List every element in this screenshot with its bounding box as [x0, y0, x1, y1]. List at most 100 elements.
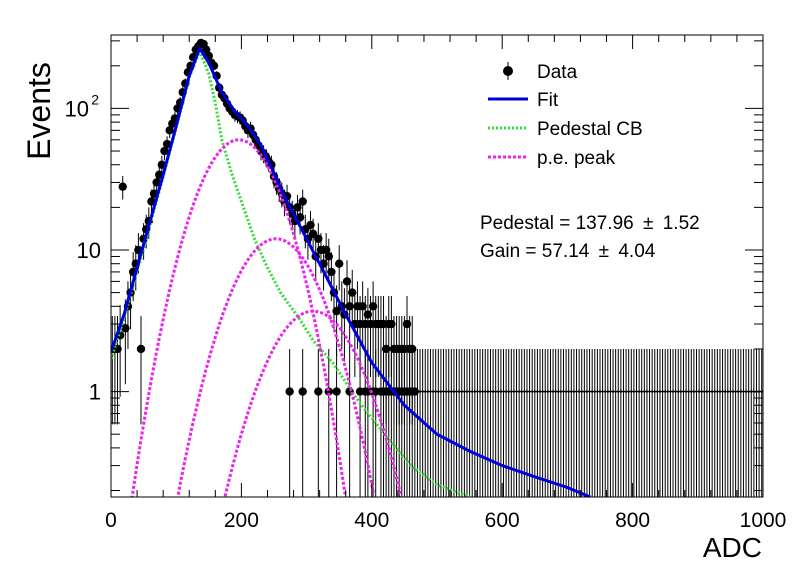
- data-point: [541, 390, 544, 393]
- svg-text:Gain = 57.14 ± 4.0: Gain = 57.14 ± 4.04: [480, 241, 656, 262]
- svg-text:Pedestal = 137.96 ±: Pedestal = 137.96 ± 1.52: [480, 213, 700, 234]
- data-point: [418, 390, 422, 393]
- data-point: [713, 390, 716, 393]
- legend-entry-pedestal-cb: Pedestal CB: [488, 119, 643, 140]
- legend-entry-fit: Fit: [488, 90, 559, 111]
- data-point: [577, 390, 581, 393]
- data-point: [664, 390, 667, 393]
- data-point: [544, 390, 547, 393]
- data-point: [549, 390, 552, 393]
- data-point: [742, 390, 745, 393]
- data-point: [455, 390, 458, 393]
- data-point: [684, 390, 688, 393]
- data-point: [136, 344, 146, 354]
- data-point: [643, 390, 646, 393]
- data-point: [726, 390, 729, 393]
- data-point: [486, 390, 490, 393]
- data-point: [617, 390, 620, 393]
- data-point: [444, 390, 448, 393]
- data-point: [622, 390, 625, 393]
- data-point: [567, 390, 570, 393]
- data-point: [342, 277, 352, 286]
- data-point: [562, 390, 565, 393]
- data-point: [710, 390, 714, 393]
- y-tick-label: 10: [77, 238, 101, 263]
- data-point: [473, 390, 477, 393]
- annotation-gain-error: 4.04: [618, 241, 655, 262]
- data-point: [679, 390, 683, 393]
- data-point: [619, 390, 623, 393]
- data-point: [674, 390, 677, 393]
- data-point: [661, 390, 664, 393]
- data-point: [585, 390, 589, 393]
- data-point: [410, 387, 420, 396]
- data-point: [596, 390, 599, 393]
- data-point: [335, 259, 344, 268]
- plot-frame: [110, 34, 764, 498]
- legend-label-data: Data: [537, 62, 578, 83]
- data-point: [546, 390, 550, 393]
- data-point: [298, 197, 307, 206]
- data-point: [536, 390, 539, 393]
- data-point: [666, 390, 670, 393]
- data-point: [442, 390, 445, 393]
- data-point: [160, 146, 169, 156]
- data-point: [504, 390, 508, 393]
- data-point: [468, 390, 471, 393]
- data-point: [293, 203, 302, 212]
- data-point: [671, 390, 675, 393]
- data-point: [650, 390, 654, 393]
- x-tick-label: 600: [485, 509, 520, 532]
- data-point: [700, 390, 703, 393]
- data-point: [533, 390, 536, 393]
- annotation-gain-value: Gain = 57.14: [480, 241, 590, 262]
- data-point: [387, 319, 396, 329]
- data-point: [658, 390, 662, 393]
- data-point: [358, 302, 367, 311]
- legend: Data Fit Pedestal CB p.e. peak: [488, 62, 643, 169]
- x-tick-label: 800: [615, 509, 650, 532]
- x-tick-label: 400: [354, 509, 389, 532]
- data-point: [551, 390, 555, 393]
- data-point: [669, 390, 672, 393]
- data-point: [630, 390, 633, 393]
- annotation-pedestal: Pedestal = 137.96 ± 1.52: [480, 213, 700, 234]
- data-point: [572, 390, 576, 393]
- data-point: [298, 387, 307, 396]
- data-point: [648, 390, 651, 393]
- data-point: [525, 390, 529, 393]
- data-point: [118, 182, 127, 191]
- data-point: [588, 390, 591, 393]
- annotation-pedestal-error: 1.52: [663, 213, 700, 234]
- data-point: [285, 387, 294, 396]
- data-point: [718, 390, 722, 393]
- data-point: [434, 390, 437, 393]
- data-point: [690, 390, 693, 393]
- data-point: [308, 229, 318, 239]
- data-point: [692, 390, 696, 393]
- legend-label-fit: Fit: [537, 90, 559, 111]
- data-point: [421, 390, 424, 393]
- data-point: [538, 390, 542, 393]
- data-point: [507, 390, 510, 393]
- data-point: [640, 390, 643, 393]
- data-point: [606, 390, 610, 393]
- plot-area: [111, 38, 763, 497]
- data-point: [510, 390, 513, 393]
- data-point: [416, 390, 419, 393]
- data-point: [327, 267, 336, 277]
- data-point: [530, 390, 534, 393]
- data-point: [721, 390, 724, 393]
- data-point: [583, 390, 586, 393]
- data-point: [314, 387, 323, 396]
- data-point: [645, 390, 649, 393]
- data-point: [570, 390, 573, 393]
- data-point: [457, 390, 461, 393]
- data-point: [512, 390, 516, 393]
- data-point: [523, 390, 526, 393]
- fit-curve: [111, 45, 591, 497]
- data-point: [695, 390, 698, 393]
